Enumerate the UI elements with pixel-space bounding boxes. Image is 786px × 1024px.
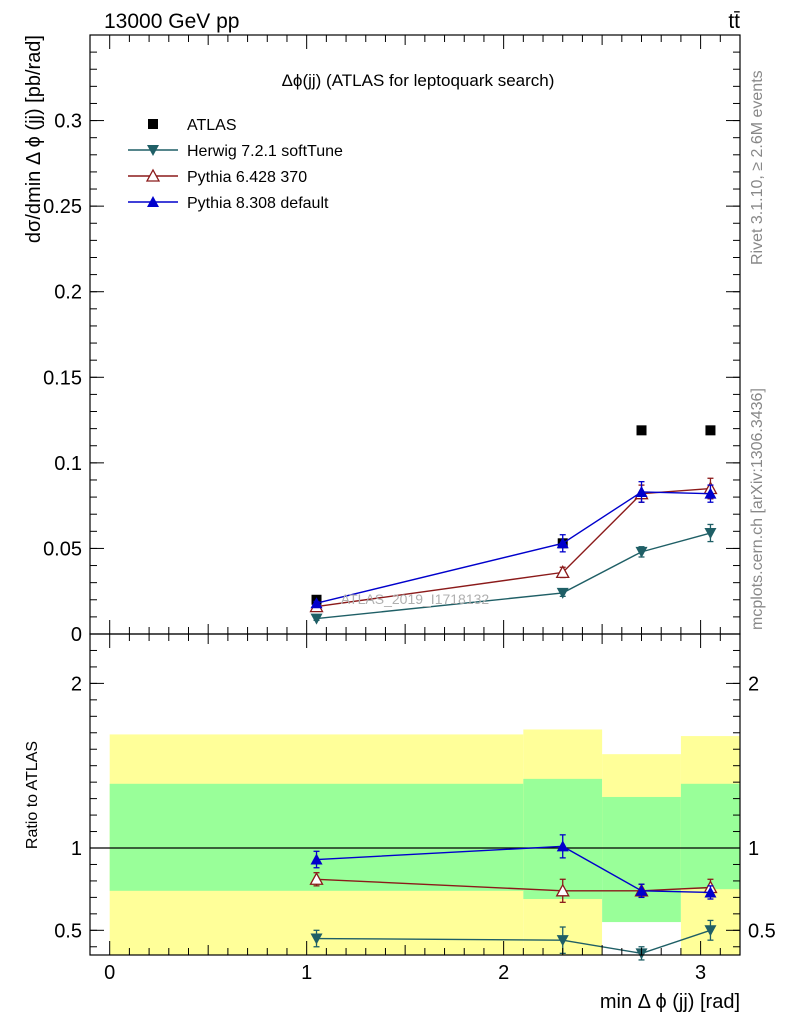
legend-label-pythia-6-428-370: Pythia 6.428 370 [187, 169, 307, 186]
top-point-atlas [705, 425, 716, 436]
top-y-tick-label: 0.05 [43, 538, 82, 560]
ratio-y-tick-label: 1 [71, 838, 82, 860]
top-y-tick-label: 0 [71, 624, 82, 646]
legend-marker-atlas [148, 119, 158, 129]
ratio-point-herwig-7-2-1-softtune [556, 935, 569, 947]
ratio-point-pythia-8-308-default [635, 884, 648, 896]
top-point-pythia-8-308-default [704, 487, 717, 499]
top-point-atlas [636, 425, 647, 436]
ratio-point-herwig-7-2-1-softtune [704, 925, 717, 937]
top-point-pythia-6-428-370 [555, 565, 570, 579]
ratio-y-tick-label-right: 1 [748, 838, 759, 860]
ratio-point-pythia-8-308-default [310, 853, 323, 865]
top-series-layer [309, 425, 718, 625]
legend: ATLAS Herwig 7.2.1 softTune Pythia 6.428 3… [128, 117, 343, 212]
ratio-y-tick-label-right: 0.5 [748, 920, 776, 942]
ratio-y-tick-label: 0.5 [54, 920, 82, 942]
top-point-herwig-7-2-1-softtune [556, 587, 569, 599]
mcplots-label: mcplots.cern.ch [arXiv:1306.3436] [749, 388, 766, 630]
legend-label-pythia-8-308-default: Pythia 8.308 default [187, 195, 329, 212]
ratio-point-pythia-8-308-default [704, 886, 717, 898]
ratio-y-tick-label: 2 [71, 673, 82, 695]
top-point-pythia-8-308-default [635, 485, 648, 497]
ratio-point-herwig-7-2-1-softtune [310, 933, 323, 945]
top-line-pythia-6-428-370 [316, 487, 711, 608]
x-axis-label: min Δ ϕ (jj) [rad] [600, 991, 740, 1013]
ratio-point-pythia-6-428-370 [309, 871, 324, 885]
top-point-herwig-7-2-1-softtune [704, 528, 717, 540]
top-y-axis-label: dσ/dmin Δ ϕ (jj) [pb/rad] [23, 35, 45, 243]
top-point-pythia-8-308-default [556, 537, 569, 549]
ratio-y-tick-label-right: 2 [748, 673, 759, 695]
top-line-herwig-7-2-1-softtune [316, 532, 711, 620]
x-tick-label: 3 [695, 962, 706, 984]
ratio-bands-layer [109, 729, 740, 955]
ratio-line-pythia-8-308-default [316, 845, 711, 894]
watermark: ATLAS_2019_I1718132 [341, 591, 490, 607]
top-point-herwig-7-2-1-softtune [310, 613, 323, 625]
energy-label: 13000 GeV pp [104, 10, 239, 33]
top-line-pythia-8-308-default [316, 491, 711, 604]
top-y-tick-label: 0.1 [54, 453, 82, 475]
ratio-line-pythia-6-428-370 [316, 878, 711, 892]
ratio-point-pythia-6-428-370 [555, 883, 570, 897]
top-y-tick-label: 0.3 [54, 111, 82, 133]
x-tick-label: 1 [301, 962, 312, 984]
legend-marker-pythia-8-308-default [147, 196, 159, 207]
top-y-tick-label: 0.15 [43, 367, 82, 389]
legend-marker-pythia-6-428-370 [145, 168, 161, 182]
ratio-band-inner-3 [680, 783, 740, 890]
ratio-y-axis-label: Ratio to ATLAS [24, 741, 41, 849]
ratio-band-inner-2 [602, 796, 681, 923]
ratio-panel-frame [89, 633, 741, 956]
top-point-herwig-7-2-1-softtune [635, 546, 648, 558]
legend-label-herwig-7-2-1-softtune: Herwig 7.2.1 softTune [187, 143, 343, 160]
top-point-pythia-8-308-default [310, 597, 323, 609]
ticks-layer: 0 0.05 0.1 0.15 0.2 0.25 0.3 0 1 2 3 0.5 0.5 1 1 2 2 [43, 34, 776, 984]
top-y-tick-label: 0.2 [54, 282, 82, 304]
x-tick-label: 2 [498, 962, 509, 984]
legend-label-atlas: ATLAS [187, 117, 237, 134]
legend-marker-herwig-7-2-1-softtune [147, 145, 159, 156]
chart-title: Δϕ(jj) (ATLAS for leptoquark search) [282, 71, 555, 90]
frames-layer [89, 34, 741, 956]
rivet-version-label: Rivet 3.1.10, ≥ 2.6M events [749, 70, 766, 265]
x-tick-label: 0 [104, 962, 115, 984]
process-label: tt̄ [728, 10, 740, 33]
top-y-tick-label: 0.25 [43, 196, 82, 218]
ratio-series-layer [309, 834, 718, 961]
ratio-point-pythia-8-308-default [556, 840, 569, 852]
